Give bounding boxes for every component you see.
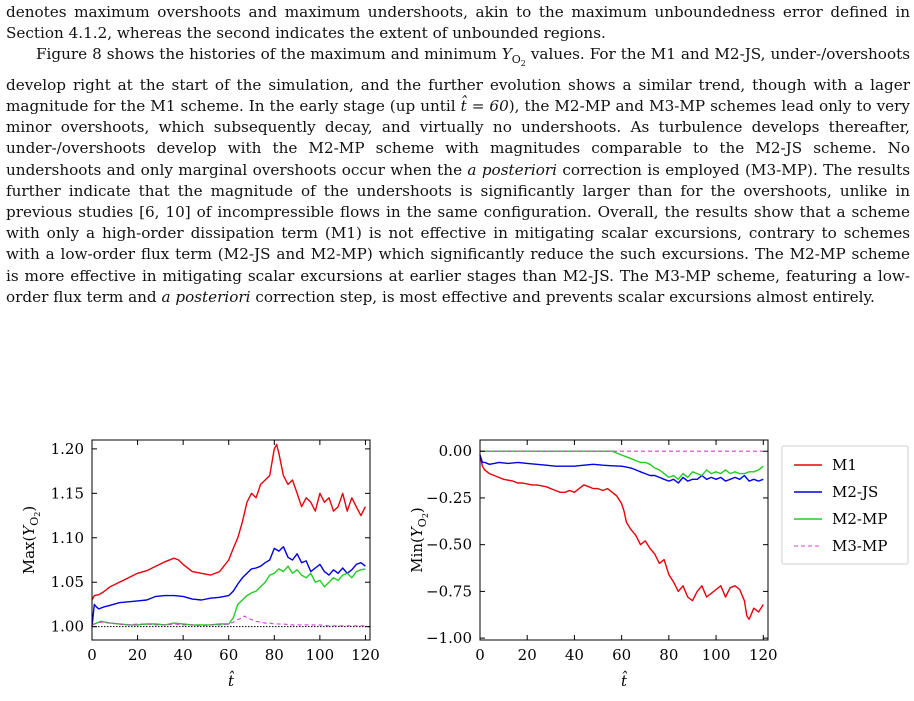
x-tick-label-min: 60 [612,646,631,664]
body-text: denotes maximum overshoots and maximum u… [6,2,910,308]
series-m2-mp-max [91,565,366,626]
series-m1-max [91,443,367,601]
x-tick-label-max: 40 [174,646,193,664]
symbol-sub-2: 2 [520,59,526,69]
symbol-y: Y [501,45,512,64]
y-tick-label-min: −0.75 [426,582,472,600]
y-axis-label-min: Min(YO2) [408,507,430,573]
p2-part-a: Figure 8 shows the histories of the maxi… [36,45,502,64]
legend-label-m2-js: M2-JS [832,483,878,501]
x-axis-label-min: t̂ [621,671,628,690]
legend-box [781,445,909,565]
p2-part-d: correction is employed (M3-MP). The resu… [6,160,910,306]
chart-max: 0 20 40 60 80 100 120 1.00 1.05 1.10 1.15 1.20 t̂ Max… [20,439,380,690]
symbol-sub-o: O [511,53,521,67]
x-tick-label-max: 80 [265,646,284,664]
plot-frame-min [479,439,769,641]
emphasis-a-posteriori-2: a posteriori [161,287,251,306]
x-tick-label-min: 40 [565,646,584,664]
y-tick-label-max: 1.05 [51,573,84,591]
x-tick-label-min: 100 [702,646,731,664]
x-tick-label-max: 60 [219,646,238,664]
series-m2-mp-min [480,450,764,480]
legend: M1 M2-JS M2-MP M3-MP [781,445,909,565]
y-tick-label-min: −0.50 [426,536,472,554]
legend-label-m3-mp: M3-MP [832,537,887,555]
x-tick-label-min: 20 [518,646,537,664]
x-tick-label-max: 120 [351,646,380,664]
x-tick-label-min: 0 [475,646,485,664]
chart-min: 0 20 40 60 80 100 120 0.00 −0.25 −0.50 −0.75 −1.00 t… [408,439,778,690]
y-axis-label-max: Max(YO2) [20,506,42,575]
series-m3-mp-max [91,615,366,627]
p2-part-b: values. For the M1 and M2-JS, under-/ove… [6,45,910,116]
x-tick-label-max: 20 [128,646,147,664]
series-m2-js-min [479,454,764,484]
x-tick-label-min: 80 [659,646,678,664]
p2-part-c: ), the M2-MP and M3-MP schemes lead only… [6,97,910,179]
y-tick-label-min: 0.00 [439,442,472,460]
p2-part-e: correction step, is most effective and p… [250,287,875,306]
series-m2-js-max [91,546,366,627]
legend-label-m2-mp: M2-MP [832,510,887,528]
legend-label-m1: M1 [832,456,857,474]
y-tick-label-max: 1.00 [51,618,84,636]
paragraph-2: Figure 8 shows the histories of the maxi… [6,44,910,308]
x-tick-label-min: 120 [749,646,778,664]
math-t-hat: t̂ = 60 [460,97,509,116]
paragraph-1-text: denotes maximum overshoots and maximum u… [6,3,910,43]
plot-frame-max [91,439,371,641]
paragraph-1: denotes maximum overshoots and maximum u… [6,2,910,44]
y-tick-label-min: −1.00 [426,629,472,647]
y-tick-label-max: 1.10 [51,529,84,547]
y-tick-label-max: 1.15 [51,484,84,502]
y-tick-label-max: 1.20 [51,440,84,458]
emphasis-a-posteriori-1: a posteriori [467,160,557,179]
x-tick-label-max: 0 [87,646,97,664]
series-m1-min [479,454,764,621]
x-tick-label-max: 100 [306,646,335,664]
x-axis-label-max: t̂ [228,671,235,690]
y-tick-label-min: −0.25 [426,489,472,507]
